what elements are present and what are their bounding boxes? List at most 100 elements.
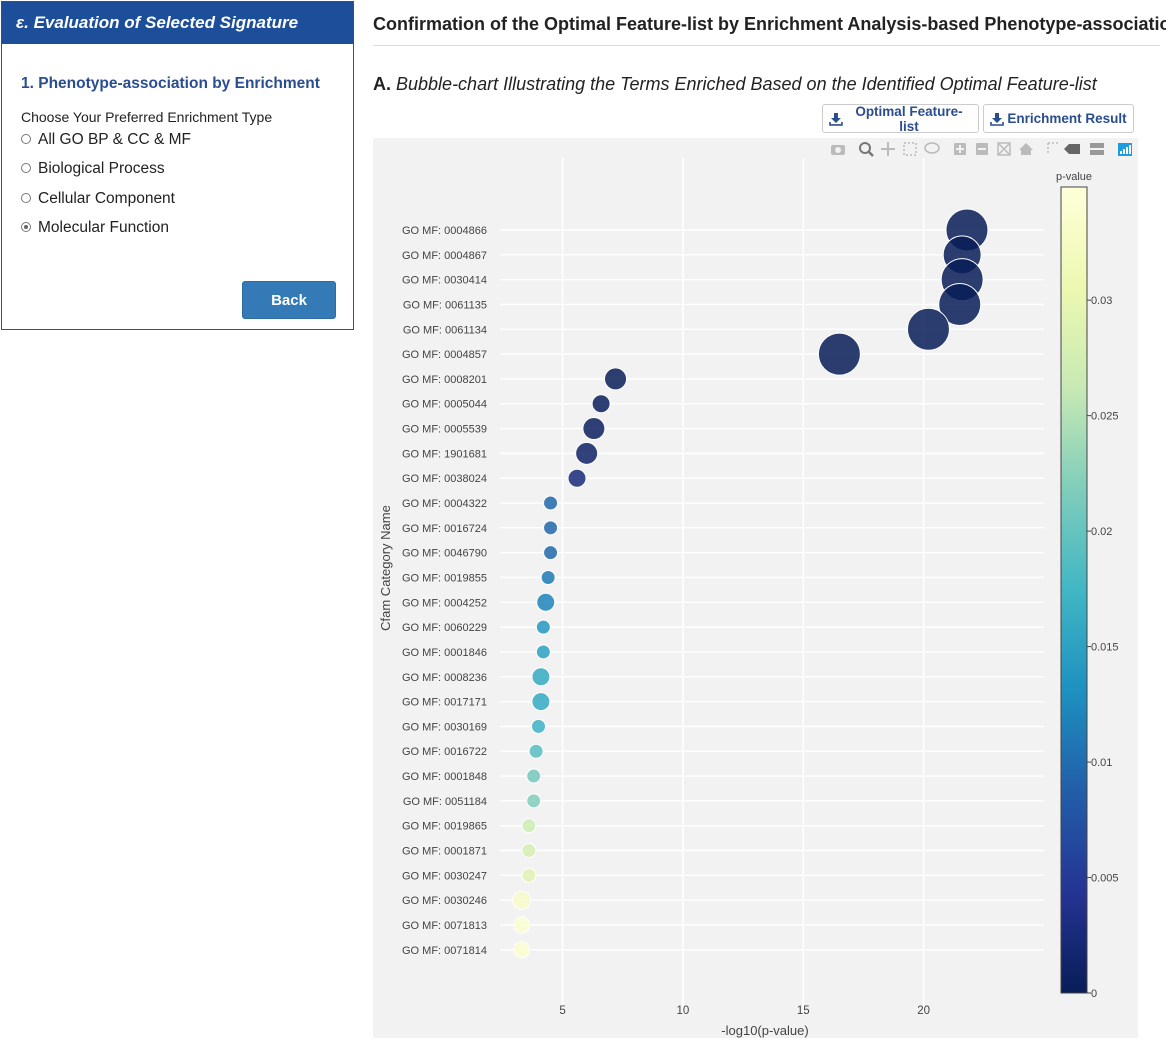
- page-title: Confirmation of the Optimal Feature-list…: [373, 14, 1166, 34]
- enrichment-type-label: Choose Your Preferred Enrichment Type: [21, 109, 273, 125]
- subtitle-text: Bubble-chart Illustrating the Terms Enri…: [396, 74, 1097, 94]
- y-axis-title: Cfam Category Name: [378, 505, 393, 631]
- zoom-out-icon[interactable]: [976, 143, 988, 155]
- y-tick-label: GO MF: 0061134: [403, 324, 487, 336]
- y-tick-label: GO MF: 0061135: [403, 299, 487, 311]
- box-select-icon[interactable]: [903, 142, 917, 156]
- colorbar-tick-label: 0.01: [1091, 757, 1112, 769]
- download-optimal-feature-list-button[interactable]: Optimal Feature-list: [822, 104, 979, 134]
- y-tick-label: GO MF: 0060229: [402, 622, 487, 634]
- y-tick-label: GO MF: 0004867: [402, 250, 487, 262]
- colorbar: [1060, 186, 1088, 994]
- y-tick-label: GO MF: 0019865: [402, 821, 487, 833]
- bubble[interactable]: [531, 718, 547, 734]
- bubble[interactable]: [543, 545, 559, 561]
- download-icon: [829, 112, 843, 126]
- y-tick-label: GO MF: 0008201: [402, 374, 487, 386]
- colorbar-tick-label: 0: [1091, 988, 1097, 1000]
- bubble[interactable]: [543, 520, 559, 536]
- bubble[interactable]: [535, 644, 551, 660]
- radio-label: Cellular Component: [38, 190, 175, 207]
- bubble[interactable]: [543, 495, 559, 511]
- plotly-logo-icon[interactable]: [1118, 143, 1132, 156]
- bubble[interactable]: [591, 394, 611, 414]
- y-tick-label: GO MF: 1901681: [402, 448, 487, 460]
- bubble[interactable]: [531, 667, 551, 687]
- enrichment-panel: ε. Evaluation of Selected Signature 1. P…: [1, 1, 354, 330]
- y-tick-label: GO MF: 0046790: [402, 548, 487, 560]
- colorbar-tick-label: 0.015: [1091, 642, 1119, 654]
- bubble[interactable]: [513, 941, 531, 959]
- y-tick-label: GO MF: 0030414: [402, 275, 487, 287]
- bubble[interactable]: [512, 890, 532, 910]
- y-tick-label: GO MF: 0071814: [402, 945, 487, 957]
- hover-compare-icon[interactable]: [1090, 143, 1104, 155]
- colorbar-tick-label: 0.005: [1091, 873, 1119, 885]
- x-axis-title: -log10(p-value): [721, 1023, 808, 1038]
- colorbar-tick-label: 0.02: [1091, 526, 1112, 538]
- button-label: Enrichment Result: [1007, 111, 1127, 126]
- y-tick-label: GO MF: 0004866: [402, 225, 487, 237]
- pan-icon[interactable]: [881, 142, 895, 156]
- bubble[interactable]: [582, 417, 606, 441]
- y-tick-label: GO MF: 0004252: [402, 597, 487, 609]
- radio-label: All GO BP & CC & MF: [38, 131, 192, 148]
- spike-lines-icon[interactable]: [1047, 142, 1058, 155]
- y-tick-label: GO MF: 0004322: [402, 498, 487, 510]
- zoom-in-icon[interactable]: [954, 143, 966, 155]
- y-tick-label: GO MF: 0038024: [402, 473, 487, 485]
- bubble[interactable]: [531, 692, 551, 712]
- colorbar-tick-label: 0.025: [1091, 411, 1119, 423]
- zoom-icon[interactable]: [859, 142, 874, 157]
- bubble[interactable]: [513, 916, 531, 934]
- bubble[interactable]: [528, 743, 544, 759]
- colorbar-title: p-value: [1056, 171, 1092, 183]
- colorbar-tick-label: 0.03: [1091, 295, 1112, 307]
- hover-closest-icon[interactable]: [1064, 144, 1080, 154]
- x-tick-label: 5: [559, 1005, 565, 1017]
- bubble[interactable]: [526, 793, 542, 809]
- bubble-chart[interactable]: GO MF: 0004866 GO MF: 0004867 GO MF: 00304…: [373, 138, 1161, 1038]
- radio-label: Biological Process: [38, 160, 165, 177]
- bubble[interactable]: [540, 569, 556, 585]
- y-tick-label: GO MF: 0001871: [402, 846, 487, 858]
- y-tick-label: GO MF: 0001846: [402, 647, 487, 659]
- radio-all-go[interactable]: All GO BP & CC & MF: [21, 131, 191, 149]
- x-tick-label: 20: [917, 1005, 930, 1017]
- bubble[interactable]: [604, 367, 628, 391]
- y-tick-label: GO MF: 0016724: [402, 523, 487, 535]
- title-divider: [373, 45, 1160, 46]
- radio-button[interactable]: [21, 163, 31, 173]
- reset-axes-icon[interactable]: [1019, 143, 1033, 155]
- radio-button-selected[interactable]: [21, 222, 31, 232]
- radio-biological-process[interactable]: Biological Process: [21, 160, 165, 178]
- bubble[interactable]: [521, 843, 537, 858]
- chart-subtitle: A. Bubble-chart Illustrating the Terms E…: [373, 74, 1097, 95]
- bubble[interactable]: [521, 818, 537, 834]
- y-tick-label: GO MF: 0008236: [402, 672, 487, 684]
- radio-button[interactable]: [21, 134, 31, 144]
- y-tick-label: GO MF: 0030169: [402, 721, 487, 733]
- download-enrichment-result-button[interactable]: Enrichment Result: [983, 104, 1134, 133]
- radio-button[interactable]: [21, 193, 31, 203]
- bubble[interactable]: [567, 468, 587, 488]
- bubble[interactable]: [536, 592, 556, 612]
- bubble[interactable]: [575, 441, 599, 465]
- bubble[interactable]: [906, 307, 950, 351]
- camera-icon[interactable]: [831, 145, 845, 155]
- bubble[interactable]: [521, 867, 537, 883]
- radio-cellular-component[interactable]: Cellular Component: [21, 190, 175, 208]
- radio-label: Molecular Function: [38, 219, 169, 236]
- radio-molecular-function[interactable]: Molecular Function: [21, 219, 169, 237]
- bubble[interactable]: [526, 768, 542, 784]
- y-tick-label: GO MF: 0030247: [402, 870, 487, 882]
- bubble[interactable]: [938, 282, 982, 326]
- y-tick-label: GO MF: 0051184: [403, 796, 487, 808]
- subtitle-letter: A.: [373, 74, 391, 94]
- bubble[interactable]: [817, 332, 861, 376]
- bubble[interactable]: [535, 619, 551, 635]
- lasso-icon[interactable]: [924, 142, 940, 154]
- y-tick-label: GO MF: 0001848: [402, 771, 487, 783]
- back-button[interactable]: Back: [242, 281, 336, 319]
- autoscale-icon[interactable]: [997, 142, 1011, 156]
